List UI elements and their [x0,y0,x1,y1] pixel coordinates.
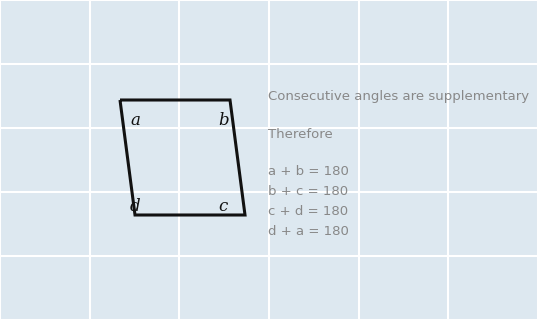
Text: a + b = 180: a + b = 180 [268,165,349,178]
Text: b + c = 180: b + c = 180 [268,185,348,198]
Text: c: c [218,198,227,215]
Text: c + d = 180: c + d = 180 [268,205,348,218]
Text: d + a = 180: d + a = 180 [268,225,349,238]
Text: Consecutive angles are supplementary: Consecutive angles are supplementary [268,90,529,103]
Text: d: d [130,198,140,215]
Text: a: a [130,112,140,129]
Text: Therefore: Therefore [268,128,332,141]
Text: b: b [218,112,229,129]
